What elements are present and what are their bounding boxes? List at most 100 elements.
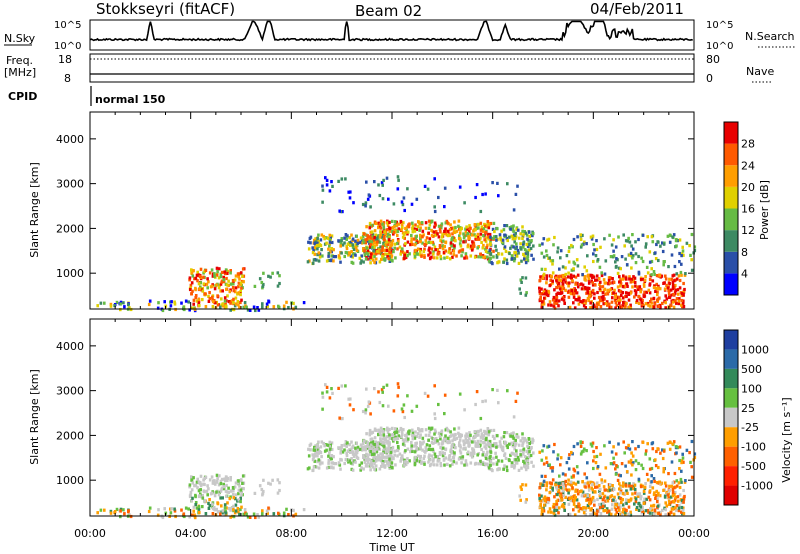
velocity-cell: [371, 448, 375, 452]
y-tick-label: 2000: [56, 222, 84, 235]
power-cell: [351, 261, 355, 265]
power-cell: [558, 287, 562, 291]
velocity-cell: [546, 445, 549, 449]
velocity-cell: [620, 462, 624, 466]
velocity-cell: [664, 508, 667, 512]
velocity-cell: [556, 453, 560, 457]
velocity-cell: [332, 462, 336, 466]
power-cell: [600, 271, 603, 275]
velocity-cell: [513, 442, 517, 446]
velocity-cell: [223, 477, 227, 481]
power-cell: [427, 219, 431, 223]
velocity-cell: [229, 478, 232, 482]
power-cell: [458, 234, 461, 238]
power-cell: [350, 233, 353, 237]
velocity-cell: [473, 430, 477, 434]
power-cell: [673, 285, 676, 290]
velocity-cell: [425, 443, 429, 447]
power-cell: [627, 298, 631, 302]
velocity-cell: [656, 504, 660, 508]
velocity-cell: [517, 435, 520, 439]
velocity-cell: [198, 511, 201, 515]
power-cell: [388, 248, 391, 252]
power-cell: [562, 287, 566, 291]
velocity-cell: [443, 393, 447, 397]
power-cell: [190, 281, 194, 285]
velocity-cell: [482, 437, 485, 441]
power-cell: [388, 259, 392, 263]
power-cell: [601, 291, 605, 295]
power-cell: [385, 240, 389, 244]
power-cell: [659, 244, 662, 248]
velocity-cell: [674, 506, 677, 510]
power-cell: [364, 204, 367, 208]
velocity-cell: [413, 436, 417, 440]
power-cell: [477, 222, 480, 227]
power-cell: [590, 237, 594, 241]
power-cell: [579, 245, 583, 249]
power-cell: [356, 238, 360, 242]
velocity-cell: [486, 457, 489, 461]
power-cell: [396, 233, 399, 238]
velocity-cell: [206, 484, 209, 488]
power-cell: [225, 276, 228, 281]
power-cell: [586, 296, 590, 301]
velocity-cell: [99, 508, 103, 512]
velocity-cell: [615, 464, 618, 468]
velocity-cell: [269, 482, 272, 486]
power-cell: [614, 293, 617, 297]
velocity-cell: [240, 493, 243, 497]
velocity-cell: [563, 508, 566, 512]
velocity-cell: [369, 437, 373, 441]
velocity-cell: [454, 432, 457, 437]
velocity-cell: [189, 494, 192, 499]
power-cell: [436, 248, 439, 252]
power-cell: [242, 280, 245, 284]
power-cell: [558, 267, 561, 271]
power-cell: [406, 240, 410, 244]
power-cell: [488, 232, 492, 237]
velocity-cell: [487, 466, 491, 470]
velocity-x-ticks: [89, 319, 695, 516]
velocity-cell: [556, 492, 559, 497]
velocity-cell: [232, 504, 235, 508]
power-cell: [287, 306, 290, 310]
power-cell: [358, 240, 362, 244]
velocity-cell: [619, 496, 622, 500]
power-cell: [393, 225, 396, 229]
power-cell: [365, 180, 368, 184]
power-cell: [609, 288, 612, 292]
velocity-cell: [495, 445, 498, 449]
power-cell: [591, 281, 594, 285]
power-cell: [598, 265, 602, 269]
velocity-cell: [411, 433, 414, 438]
power-cell: [188, 278, 191, 282]
velocity-cell: [522, 447, 526, 451]
power-cell: [657, 258, 660, 263]
power-cell: [567, 260, 571, 264]
power-cell: [577, 302, 581, 306]
velocity-cell: [379, 437, 382, 441]
power-cell: [198, 304, 201, 308]
velocity-cell: [373, 467, 376, 471]
power-cell: [604, 259, 608, 263]
power-cell: [397, 178, 400, 182]
velocity-cell: [551, 466, 555, 470]
velocity-cell: [592, 459, 595, 463]
power-cell: [521, 229, 524, 233]
power-cell: [621, 285, 625, 289]
power-cell: [373, 180, 376, 184]
nsearch-label: N.Search: [745, 30, 795, 43]
power-cell: [644, 302, 648, 306]
velocity-cell: [489, 463, 492, 467]
velocity-cell: [602, 509, 605, 513]
power-cell: [561, 282, 565, 286]
power-cell: [565, 254, 569, 258]
velocity-cell: [378, 467, 382, 471]
power-cell: [276, 284, 280, 288]
velocity-cell: [474, 435, 477, 439]
power-cell: [572, 292, 576, 296]
velocity-cell: [448, 435, 452, 439]
velocity-cell: [679, 477, 683, 482]
